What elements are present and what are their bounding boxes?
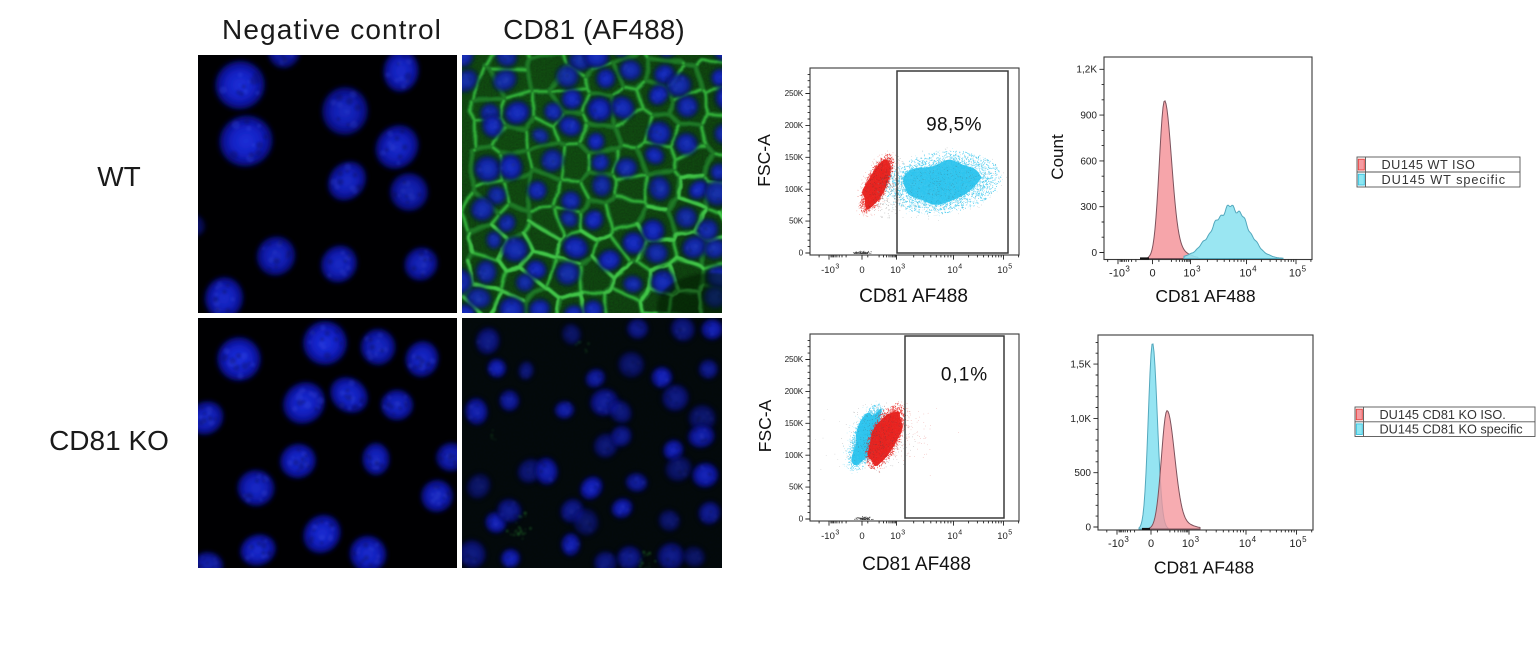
svg-text:10: 10 [890, 265, 901, 276]
svg-text:150K: 150K [785, 153, 804, 162]
svg-text:600: 600 [1080, 156, 1097, 167]
svg-text:50K: 50K [789, 483, 804, 492]
svg-text:4: 4 [958, 264, 962, 271]
svg-text:1,2K: 1,2K [1076, 65, 1097, 76]
svg-text:0: 0 [1149, 268, 1155, 280]
svg-text:200K: 200K [785, 387, 804, 396]
svg-text:-10: -10 [821, 265, 835, 276]
svg-text:0: 0 [799, 249, 804, 258]
svg-text:3: 3 [1195, 535, 1200, 544]
svg-text:0: 0 [799, 515, 804, 524]
svg-text:FSC-A: FSC-A [754, 134, 774, 187]
svg-text:98,5%: 98,5% [926, 115, 982, 136]
svg-text:10: 10 [890, 531, 901, 542]
svg-text:10: 10 [1239, 268, 1251, 280]
svg-text:5: 5 [1302, 535, 1307, 544]
svg-text:250K: 250K [785, 355, 804, 364]
svg-text:10: 10 [947, 531, 958, 542]
svg-text:100K: 100K [785, 185, 804, 194]
svg-text:0,1%: 0,1% [941, 365, 988, 386]
svg-text:10: 10 [997, 531, 1008, 542]
svg-text:FSC-A: FSC-A [755, 399, 775, 452]
svg-text:50K: 50K [789, 217, 804, 226]
svg-text:DU145 WT specific: DU145 WT specific [1382, 173, 1507, 187]
svg-text:150K: 150K [785, 419, 804, 428]
svg-text:300: 300 [1080, 202, 1097, 213]
svg-text:0: 0 [1091, 248, 1097, 259]
svg-text:10: 10 [1239, 538, 1251, 550]
svg-text:-10: -10 [1109, 268, 1125, 280]
svg-text:0: 0 [859, 531, 864, 542]
svg-text:10: 10 [1182, 538, 1194, 550]
svg-text:CD81 AF488: CD81 AF488 [862, 554, 971, 575]
svg-text:4: 4 [958, 530, 962, 537]
svg-text:10: 10 [947, 265, 958, 276]
svg-text:10: 10 [1289, 538, 1301, 550]
svg-text:500: 500 [1074, 468, 1091, 479]
svg-text:1,0K: 1,0K [1070, 414, 1091, 425]
svg-text:5: 5 [1008, 264, 1012, 271]
svg-text:DU145 CD81 KO ISO.: DU145 CD81 KO ISO. [1380, 408, 1506, 422]
svg-text:10: 10 [997, 265, 1008, 276]
svg-text:-10: -10 [821, 531, 835, 542]
svg-text:CD81 AF488: CD81 AF488 [1155, 286, 1255, 306]
svg-text:900: 900 [1080, 111, 1097, 122]
svg-text:3: 3 [835, 264, 839, 271]
svg-text:10: 10 [1289, 268, 1301, 280]
svg-text:10: 10 [1183, 268, 1195, 280]
svg-text:CD81 AF488: CD81 AF488 [1154, 558, 1254, 578]
svg-text:3: 3 [901, 530, 905, 537]
svg-text:DU145 WT ISO: DU145 WT ISO [1382, 158, 1476, 172]
svg-text:4: 4 [1252, 265, 1257, 274]
svg-text:200K: 200K [785, 121, 804, 130]
svg-text:4: 4 [1252, 535, 1257, 544]
svg-text:3: 3 [1124, 535, 1129, 544]
svg-text:3: 3 [1125, 265, 1130, 274]
svg-text:0: 0 [859, 265, 864, 276]
svg-text:CD81 AF488: CD81 AF488 [859, 286, 968, 307]
svg-text:1,5K: 1,5K [1070, 360, 1091, 371]
svg-text:0: 0 [1148, 538, 1154, 550]
svg-text:Count: Count [1048, 134, 1067, 180]
svg-text:100K: 100K [785, 451, 804, 460]
svg-text:3: 3 [835, 530, 839, 537]
svg-text:0: 0 [1085, 522, 1091, 533]
svg-text:-10: -10 [1108, 538, 1124, 550]
svg-text:5: 5 [1008, 530, 1012, 537]
svg-text:5: 5 [1302, 265, 1307, 274]
svg-text:3: 3 [1196, 265, 1201, 274]
svg-text:DU145 CD81 KO specific: DU145 CD81 KO specific [1380, 423, 1524, 437]
svg-text:250K: 250K [785, 89, 804, 98]
svg-text:3: 3 [901, 264, 905, 271]
